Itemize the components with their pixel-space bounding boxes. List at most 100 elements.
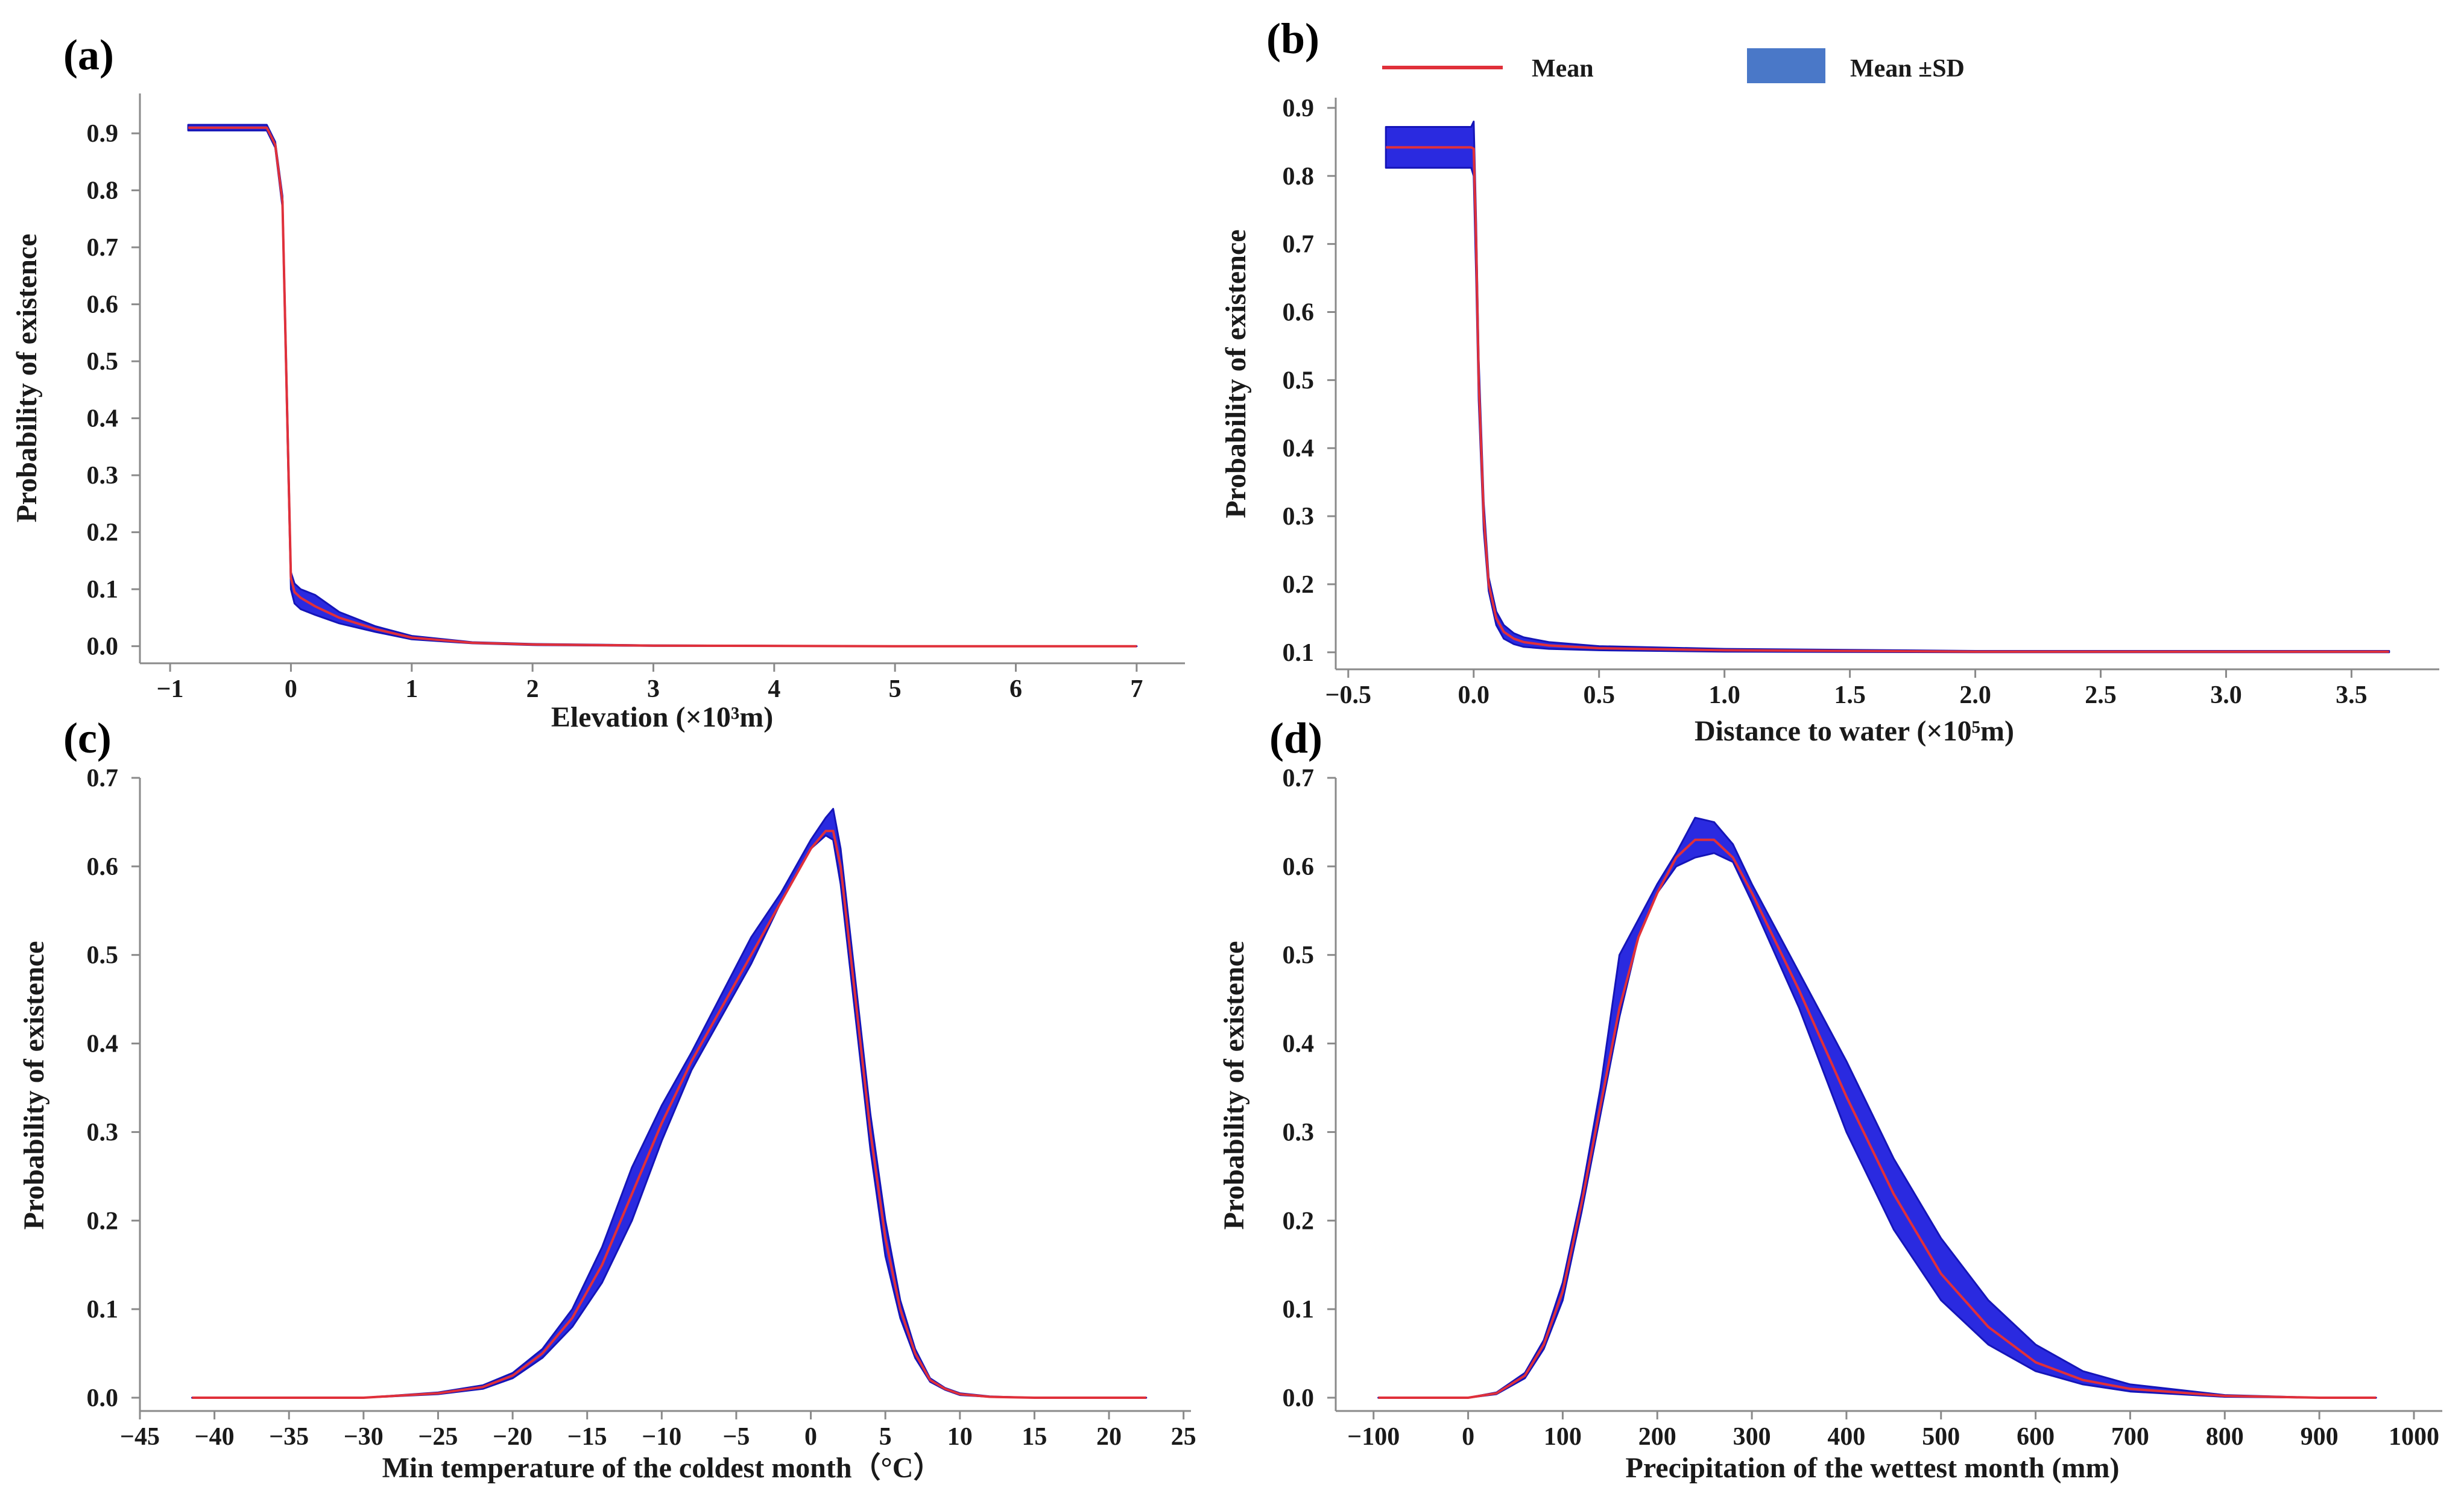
panel-b-y-tick-label: 0.7 — [1283, 231, 1315, 259]
panel-c-x-tick-label: −40 — [195, 1423, 235, 1451]
panel-c-y-tick-label: 0.2 — [87, 1207, 119, 1235]
panel-a-x-tick-label: 5 — [889, 675, 902, 703]
panel-b: (b) −0.5 0.0 0.5 1.0 1.5 2.0 2.5 3.0 3.5 0.1 0.2 0.… — [1220, 14, 2439, 747]
panel-b-x-tick-label: 3.5 — [2336, 681, 2368, 709]
panel-b-x-tick-label: 1.0 — [1708, 681, 1740, 709]
panel-a-xlabel: Elevation (×10³m) — [551, 701, 773, 733]
panel-b-label: (b) — [1266, 14, 1319, 63]
panel-b-y-tick-label: 0.1 — [1283, 639, 1315, 667]
panel-d-x-tick-label: 600 — [2017, 1423, 2055, 1451]
panel-b-mean-line — [1386, 146, 2389, 653]
panel-c-x-tick-label: −5 — [722, 1423, 750, 1451]
panel-c-x-tick-label: 0 — [804, 1423, 817, 1451]
legend-sd-label: Mean ±SD — [1850, 55, 1965, 83]
panel-c-plot: −45 −40 −35 −30 −25 −20 −15 −10 −5 0 5 10 15 20 25 0.0 0… — [87, 765, 1196, 1451]
panel-c-y-tick-label: 0.0 — [87, 1384, 119, 1412]
panel-d-y-tick-label: 0.7 — [1283, 765, 1315, 792]
panel-d-y-tick-label: 0.4 — [1283, 1030, 1315, 1058]
panel-b-y-tick-label: 0.5 — [1283, 367, 1315, 394]
panel-b-y-tick-label: 0.9 — [1283, 95, 1315, 122]
panel-d-y-tick-label: 0.5 — [1283, 942, 1315, 970]
panel-a-sd-band — [187, 124, 1138, 648]
panel-c-y-tick-label: 0.7 — [87, 765, 119, 792]
panel-a-y-tick-label: 0.2 — [87, 519, 119, 547]
panel-c-y-tick-label: 0.1 — [87, 1296, 119, 1324]
panel-c-y-tick-label: 0.3 — [87, 1119, 119, 1146]
panel-b-xlabel: Distance to water (×10⁵m) — [1695, 715, 2014, 747]
panel-b-y-tick-label: 0.2 — [1283, 571, 1315, 599]
panel-c-x-tick-label: 20 — [1096, 1423, 1122, 1451]
panel-a-y-tick-label: 0.9 — [87, 120, 119, 148]
panel-a-y-tick-label: 0.3 — [87, 462, 119, 490]
panel-a-plot: −1 0 1 2 3 4 5 6 7 0.0 0.1 0.2 0.3 0.4 0.5 0.6 0.7 0.8 0.9 — [87, 93, 1185, 703]
panel-b-x-tick-label: 2.0 — [1959, 681, 1991, 709]
panel-d-y-tick-label: 0.6 — [1283, 853, 1315, 881]
panel-c-x-tick-label: −25 — [418, 1423, 458, 1451]
panel-b-x-tick-label: −0.5 — [1325, 681, 1371, 709]
panel-d-y-tick-label: 0.0 — [1283, 1384, 1315, 1412]
panel-d-x-tick-label: 400 — [1827, 1423, 1865, 1451]
panel-c-sd-band — [191, 807, 1148, 1399]
panel-d-x-tick-label: 800 — [2206, 1423, 2244, 1451]
panel-a-x-tick-label: 1 — [405, 675, 418, 703]
panel-a-x-tick-label: 6 — [1009, 675, 1022, 703]
panel-a-y-tick-label: 0.8 — [87, 177, 119, 205]
panel-b-y-tick-label: 0.8 — [1283, 163, 1315, 191]
panel-a-x-tick-label: 4 — [768, 675, 780, 703]
panel-b-y-tick-label: 0.4 — [1283, 435, 1315, 462]
legend-sd-swatch — [1747, 48, 1825, 83]
panel-b-x-tick-label: 1.5 — [1834, 681, 1866, 709]
panel-d: (d) −100 0 100 200 300 400 500 600 700 800 900 1000… — [1218, 714, 2442, 1484]
panel-a-x-tick-label: 3 — [647, 675, 660, 703]
panel-d-x-tick-label: 200 — [1638, 1423, 1676, 1451]
panel-a-y-tick-label: 0.5 — [87, 348, 119, 376]
panel-b-x-tick-label: 3.0 — [2210, 681, 2242, 709]
legend-mean-label: Mean — [1532, 55, 1594, 83]
panel-a-y-tick-label: 0.1 — [87, 576, 119, 604]
panel-d-y-tick-label: 0.2 — [1283, 1207, 1315, 1235]
panel-d-xlabel: Precipitation of the wettest month (mm) — [1626, 1452, 2120, 1484]
panel-d-x-tick-label: 300 — [1733, 1423, 1771, 1451]
panel-c-x-tick-label: −10 — [642, 1423, 681, 1451]
panel-c-xlabel: Min temperature of the coldest month（°C） — [382, 1452, 943, 1484]
panel-a: (a) −1 0 1 2 3 4 5 6 7 0.0 0.1 0.2 0.3 0.4 0.5 0.6 0.7 0.… — [11, 31, 1185, 733]
panel-d-y-tick-label: 0.3 — [1283, 1119, 1315, 1146]
panel-d-x-tick-label: 1000 — [2389, 1423, 2439, 1451]
panel-b-x-tick-label: 0.5 — [1583, 681, 1615, 709]
panel-c-x-tick-label: 5 — [879, 1423, 892, 1451]
panel-c-x-tick-label: −15 — [567, 1423, 607, 1451]
panel-d-y-tick-label: 0.1 — [1283, 1296, 1315, 1324]
panel-a-y-tick-label: 0.0 — [87, 633, 119, 661]
panel-d-x-tick-label: 100 — [1544, 1423, 1582, 1451]
panel-c-y-tick-label: 0.5 — [87, 942, 119, 970]
panel-b-x-tick-label: 2.5 — [2085, 681, 2117, 709]
panel-c-x-tick-label: −30 — [344, 1423, 384, 1451]
panel-a-ylabel: Probability of existence — [11, 233, 43, 522]
panel-a-y-tick-label: 0.6 — [87, 291, 119, 319]
panel-a-x-tick-label: 2 — [526, 675, 539, 703]
panel-d-mean-line — [1378, 838, 2377, 1399]
panel-b-y-tick-label: 0.3 — [1283, 503, 1315, 531]
panel-b-y-tick-label: 0.6 — [1283, 299, 1315, 327]
panel-c: (c) −45 −40 −35 −30 −25 −20 −15 −10 −5 0 5 10 15 20 25… — [18, 714, 1196, 1484]
legend: Mean Mean ±SD — [1382, 48, 1965, 83]
panel-a-x-tick-label: −1 — [157, 675, 184, 703]
panel-d-x-tick-label: 0 — [1462, 1423, 1474, 1451]
panel-d-label: (d) — [1269, 714, 1322, 762]
panel-c-x-tick-label: 10 — [947, 1423, 973, 1451]
panel-b-plot: −0.5 0.0 0.5 1.0 1.5 2.0 2.5 3.0 3.5 0.1 0.2 0.3 0.4… — [1283, 95, 2439, 709]
panel-c-ylabel: Probability of existence — [18, 941, 50, 1229]
panel-b-ylabel: Probability of existence — [1220, 229, 1252, 518]
panel-c-x-tick-label: −45 — [120, 1423, 160, 1451]
panel-a-x-tick-label: 7 — [1130, 675, 1143, 703]
panel-a-y-tick-label: 0.4 — [87, 405, 119, 433]
panel-d-x-tick-label: 700 — [2111, 1423, 2149, 1451]
panel-c-y-tick-label: 0.4 — [87, 1030, 119, 1058]
panel-d-sd-band — [1377, 816, 2377, 1399]
panel-c-x-tick-label: 15 — [1022, 1423, 1047, 1451]
panel-c-x-tick-label: 25 — [1171, 1423, 1196, 1451]
panel-c-y-tick-label: 0.6 — [87, 853, 119, 881]
panel-d-x-tick-label: −100 — [1347, 1423, 1400, 1451]
panel-c-x-tick-label: −20 — [493, 1423, 532, 1451]
